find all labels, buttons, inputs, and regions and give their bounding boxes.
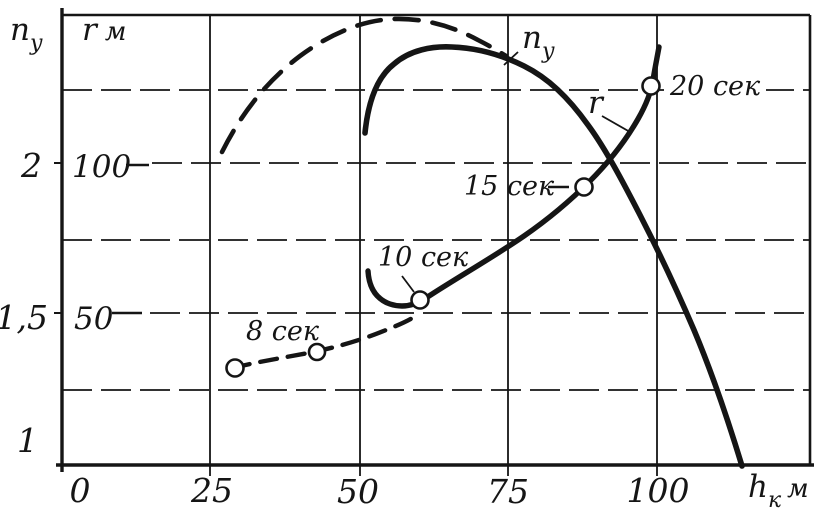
leader-lines xyxy=(401,51,631,293)
ny-tick-1: 1 xyxy=(17,421,38,460)
label-backdrop-20s xyxy=(664,68,766,100)
r-axis-label-unit: м xyxy=(105,17,127,47)
ny-axis-label-main: n xyxy=(10,12,30,48)
x-axis-label-sub: к xyxy=(768,488,782,513)
x-axis-label: hк м xyxy=(748,469,809,513)
time-label-20s: 20 сек xyxy=(669,71,761,102)
marker-circle-early xyxy=(225,358,245,378)
marker-circle-20s xyxy=(641,76,661,96)
ny-tick-15: 1,5 xyxy=(0,298,48,337)
ny-axis-label: ny xyxy=(10,12,43,56)
marker-circle-10s xyxy=(410,290,430,310)
r-dashed-curve xyxy=(230,314,417,371)
marker-circle-8s xyxy=(307,342,327,362)
x-axis-label-unit: м xyxy=(787,474,809,504)
grid-horizontal-lines xyxy=(62,89,810,391)
ny-curve-label-main: n xyxy=(522,20,542,56)
plot-frame xyxy=(54,8,814,472)
x-axis-label-main: h xyxy=(748,469,768,505)
x-tick-25: 25 xyxy=(190,471,233,510)
label-leader-10s xyxy=(401,275,415,293)
r-tick-100: 100 xyxy=(72,149,131,185)
r-tick-dashes xyxy=(112,163,149,315)
time-markers xyxy=(225,76,661,378)
x-tick-0: 0 xyxy=(70,471,91,510)
ny-dashed-curve xyxy=(219,16,509,155)
r-tick-50: 50 xyxy=(74,301,113,337)
ny-tick-2: 2 xyxy=(20,146,42,185)
r-axis-label-main: r xyxy=(82,12,99,48)
time-label-15s: 15 сек xyxy=(464,171,555,202)
marker-circle-15s xyxy=(574,177,594,197)
x-tick-75: 75 xyxy=(487,472,529,511)
x-tick-50: 50 xyxy=(337,472,379,511)
ny-label-leader xyxy=(503,51,519,66)
ny-solid-curve xyxy=(362,44,745,469)
x-tick-100: 100 xyxy=(627,471,690,510)
ny-curve-label: ny xyxy=(522,20,555,64)
ny-axis-label-sub: y xyxy=(29,31,43,56)
r-label-leader xyxy=(601,115,631,133)
r-curve-label: r xyxy=(588,85,605,121)
ny-curve-label-sub: y xyxy=(541,39,555,64)
time-label-10s: 10 сек xyxy=(378,242,469,273)
time-label-8s: 8 сек xyxy=(246,316,320,347)
